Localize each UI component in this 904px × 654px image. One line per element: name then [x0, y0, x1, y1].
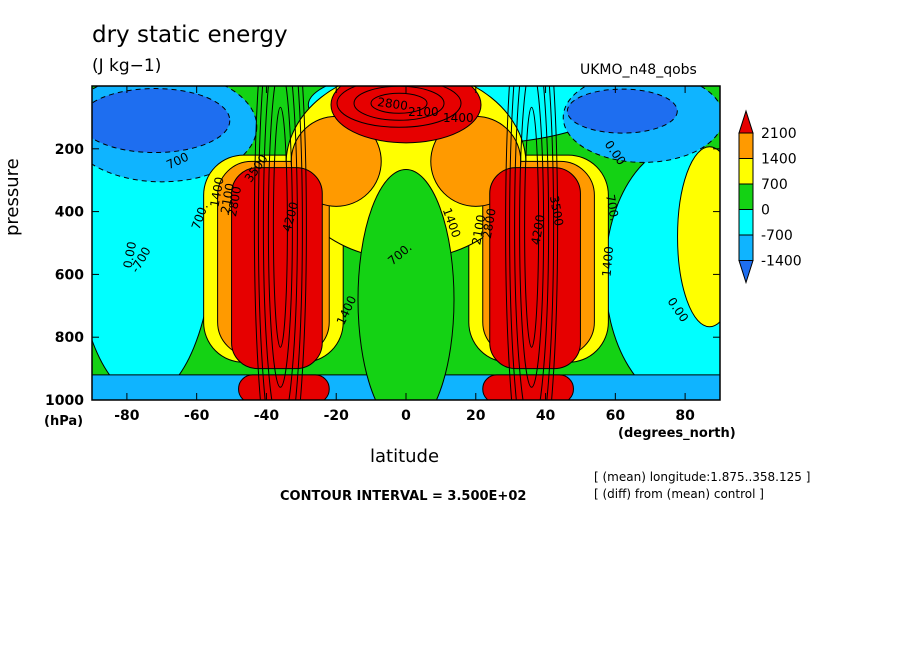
contour-line [253, 86, 307, 400]
field-left-core [231, 167, 323, 370]
plot-area [92, 86, 720, 400]
colorbar-label: -700 [761, 228, 793, 244]
x-tick-label: 0 [401, 408, 411, 424]
contour-line [524, 106, 540, 348]
contour-line [336, 86, 462, 128]
contour-label: 2800 [377, 95, 409, 113]
colorbar-top-arrow [738, 109, 754, 134]
field-edge-700 [677, 146, 720, 328]
contour-label: 1400 [600, 246, 617, 278]
colorbar-segment [738, 234, 754, 261]
contour-label: 2100 [408, 105, 439, 119]
field-left-surface [238, 374, 330, 400]
x-tick-label: 40 [536, 408, 556, 424]
colorbar: 2100 1400 700 0 -700 -1400 [738, 109, 802, 285]
contour-line [272, 106, 288, 348]
contour-label: 2800 [480, 207, 499, 240]
field-right-surface [482, 374, 574, 400]
longitude-note: [ (mean) longitude:1.875..358.125 ] [594, 470, 811, 484]
contour-line [370, 92, 428, 114]
colorbar-segment [738, 158, 754, 185]
y-tick-label: 600 [55, 267, 84, 283]
field-center-green [357, 169, 455, 400]
x-tick-label: -20 [324, 408, 350, 424]
field-right-core [489, 167, 581, 370]
contour-line [257, 86, 303, 400]
contour-label: 2100 [218, 182, 237, 215]
x-tick-label: 80 [675, 408, 695, 424]
y-tick-label: 400 [55, 205, 84, 221]
colorbar-label: -1400 [761, 254, 802, 270]
diff-note: [ (diff) from (mean) control ] [594, 487, 764, 501]
y-tick-label: 800 [55, 330, 84, 346]
contour-label: 3500 [547, 195, 566, 228]
contour-label: 2800 [225, 185, 244, 218]
field-neg3-left [92, 88, 231, 154]
contour-line [509, 86, 555, 400]
model-label: UKMO_n48_qobs [580, 62, 697, 78]
field-neg3-right [566, 88, 678, 134]
x-tick-label: -60 [184, 408, 210, 424]
contour-line [519, 86, 545, 388]
x-tick-label: 60 [606, 408, 626, 424]
colorbar-label: 1400 [761, 152, 797, 168]
y-tick-label: 200 [55, 142, 84, 158]
contour-label: 1400 [208, 176, 227, 209]
contour-label: 4200 [529, 213, 548, 246]
x-tick-label: -40 [254, 408, 280, 424]
x-tick-label: -80 [114, 408, 140, 424]
colorbar-segment [738, 132, 754, 159]
contour-label: 700. [603, 193, 621, 222]
contour-line [505, 86, 559, 400]
colorbar-bottom-arrow [738, 260, 754, 285]
colorbar-label: 2100 [761, 126, 797, 142]
contour-label: 1400 [443, 111, 474, 125]
colorbar-label: 700 [761, 177, 788, 193]
axes: -80 -60 -40 -20 0 20 40 60 80 200 400 600 800 1000 [45, 85, 721, 424]
y-tick-label: 1000 [45, 393, 84, 409]
chart-units: (J kg−1) [92, 56, 162, 76]
contour-label: 2100 [469, 213, 488, 246]
contour-interval-text: CONTOUR INTERVAL = 3.500E+02 [280, 489, 527, 504]
contour-line [262, 86, 298, 400]
contour-label: 0.00 [121, 240, 139, 269]
x-tick-label: 20 [466, 408, 486, 424]
y-axis-units: (hPa) [44, 414, 84, 429]
colorbar-label: 0 [761, 203, 770, 219]
colorbar-segment [738, 209, 754, 236]
x-axis-units: (degrees_north) [618, 426, 736, 441]
chart-title: dry static energy [92, 22, 288, 48]
contour-line [267, 86, 293, 388]
colorbar-segment [738, 183, 754, 210]
contour-line [514, 86, 550, 400]
x-axis-label: latitude [370, 446, 440, 467]
